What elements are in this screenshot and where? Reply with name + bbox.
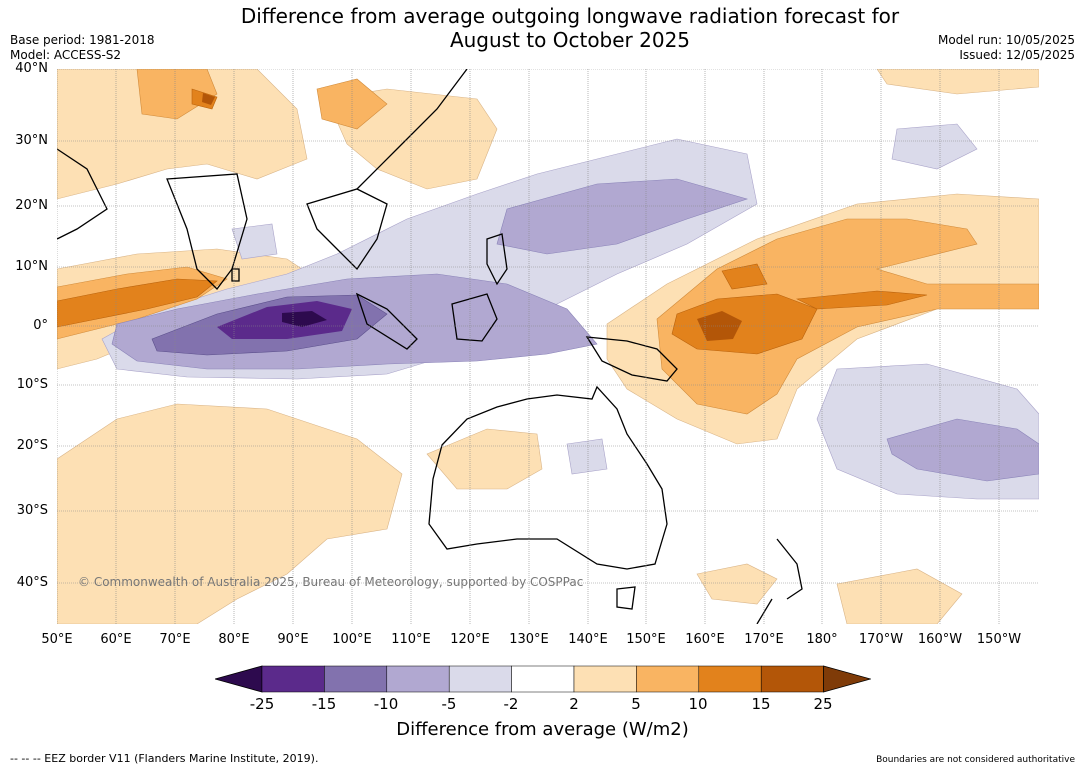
colorbar-segment <box>698 665 762 693</box>
base-period: Base period: 1981-2018 <box>10 33 155 47</box>
colorbar-segment <box>636 665 700 693</box>
philippines-outline <box>486 233 508 286</box>
colorbar-tick: -15 <box>311 695 337 713</box>
australia-outline <box>428 385 668 570</box>
lon-label-60e: 60°E <box>100 632 132 647</box>
lon-label-90e: 90°E <box>277 632 309 647</box>
olr-anomaly-map <box>57 69 1039 624</box>
new-zealand-south <box>756 598 773 624</box>
colorbar-extend-max <box>823 665 871 693</box>
map-area <box>57 69 1039 624</box>
boundaries-disclaimer: Boundaries are not considered authoritat… <box>876 755 1075 765</box>
colorbar-tick: 15 <box>751 695 771 713</box>
colorbar-segment <box>324 665 388 693</box>
colorbar-label: Difference from average (W/m2) <box>396 719 689 740</box>
lat-label-30s: 30°S <box>16 503 48 518</box>
sumatra-outline <box>355 292 418 350</box>
colorbar-extend-min <box>215 665 263 693</box>
lon-label-170e: 170°E <box>744 632 784 647</box>
coastlines <box>57 69 803 624</box>
new-guinea-outline <box>585 336 678 382</box>
model-name: Model: ACCESS-S2 <box>10 48 122 62</box>
tasmania-outline <box>616 586 636 610</box>
colorbar-tick: -10 <box>373 695 399 713</box>
colorbar-segment <box>760 665 824 693</box>
colorbar-segment <box>261 665 325 693</box>
lat-label-10s: 10°S <box>16 377 48 392</box>
arabia-coast <box>57 148 108 240</box>
lat-label-20s: 20°S <box>16 438 48 453</box>
lon-label-100e: 100°E <box>332 632 372 647</box>
issued-date: Issued: 12/05/2025 <box>959 48 1075 62</box>
model-run: Model run: 10/05/2025 <box>937 33 1075 47</box>
lon-label-110e: 110°E <box>391 632 431 647</box>
lon-label-50e: 50°E <box>41 632 73 647</box>
meta-right: Model run: 10/05/2025 Issued: 12/05/2025 <box>938 33 1075 63</box>
map-title: Difference from average outgoing longwav… <box>170 4 970 52</box>
title-line-2: August to October 2025 <box>449 28 691 52</box>
colorbar-tick: -5 <box>441 695 457 713</box>
eez-border-note: -- -- -- EEZ border V11 (Flanders Marine… <box>10 752 319 765</box>
lon-label-70e: 70°E <box>159 632 191 647</box>
lat-label-10n: 10°N <box>15 259 48 274</box>
lon-label-120e: 120°E <box>450 632 490 647</box>
colorbar-segment <box>573 665 637 693</box>
colorbar-segment <box>448 665 512 693</box>
colorbar-segment <box>511 665 575 693</box>
lat-label-40s: 40°S <box>16 575 48 590</box>
lat-label-20n: 20°N <box>15 198 48 213</box>
colorbar <box>215 665 871 693</box>
lon-label-150w: 150°W <box>976 632 1022 647</box>
colorbar-tick: -2 <box>503 695 519 713</box>
china-coast <box>356 69 468 190</box>
lon-label-150e: 150°E <box>626 632 666 647</box>
copyright-notice: © Commonwealth of Australia 2025, Bureau… <box>78 575 584 589</box>
india-outline <box>166 173 248 290</box>
lon-label-130e: 130°E <box>509 632 549 647</box>
colorbar-tick: -25 <box>249 695 275 713</box>
lat-label-40n: 40°N <box>15 61 48 76</box>
indochina-outline <box>306 188 388 271</box>
lon-label-160e: 160°E <box>685 632 725 647</box>
colorbar-tick: 2 <box>569 695 579 713</box>
lon-label-170w: 170°W <box>858 632 904 647</box>
lon-label-80e: 80°E <box>218 632 250 647</box>
colorbar-tick: 25 <box>813 695 833 713</box>
lat-label-0: 0° <box>33 318 48 333</box>
borneo-outline <box>451 293 498 342</box>
title-line-1: Difference from average outgoing longwav… <box>240 4 900 28</box>
colorbar-segment <box>386 665 450 693</box>
lon-label-160w: 160°W <box>917 632 963 647</box>
lon-label-180: 180° <box>806 632 838 647</box>
meta-left: Base period: 1981-2018 Model: ACCESS-S2 <box>10 33 155 63</box>
colorbar-tick: 5 <box>631 695 641 713</box>
lat-label-30n: 30°N <box>15 133 48 148</box>
colorbar-tick: 10 <box>688 695 708 713</box>
new-zealand-north <box>776 538 803 600</box>
lon-label-140e: 140°E <box>568 632 608 647</box>
sri-lanka-outline <box>231 268 240 282</box>
